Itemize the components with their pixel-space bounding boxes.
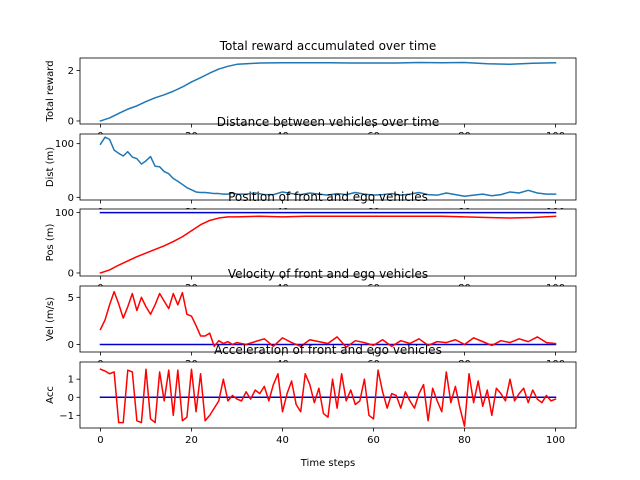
series-line-reward-0 bbox=[99, 61, 557, 122]
y-tick-label-reward-2: 2 bbox=[68, 66, 74, 77]
x-tick-label-acceleration-20: 20 bbox=[185, 435, 198, 446]
y-tick-label-distance-100: 100 bbox=[55, 139, 74, 150]
series-line-distance-0 bbox=[99, 136, 557, 197]
panel-velocity: 02040608010005Vel (m/s)Velocity of front… bbox=[45, 267, 577, 370]
axes-frame-position bbox=[79, 208, 577, 277]
series-line-velocity-1 bbox=[99, 290, 557, 349]
y-tick-label-distance-0: 0 bbox=[68, 193, 74, 204]
series-line-position-1 bbox=[99, 215, 557, 274]
x-tick-label-acceleration-100: 100 bbox=[546, 435, 565, 446]
y-axis-label-velocity: Vel (m/s) bbox=[45, 297, 56, 341]
axes-frame-velocity bbox=[79, 285, 577, 353]
y-axis-label-position: Pos (m) bbox=[45, 224, 56, 262]
x-tick-label-acceleration-60: 60 bbox=[367, 435, 380, 446]
panel-distance: 0204060801000100Dist (m)Distance between… bbox=[45, 115, 577, 218]
x-tick-label-acceleration-80: 80 bbox=[458, 435, 471, 446]
y-axis-label-reward: Total reward bbox=[45, 60, 56, 122]
chart-title-acceleration: Acceleration of front and ego vehicles bbox=[214, 343, 442, 357]
y-tick-label-acceleration-1: 1 bbox=[68, 375, 74, 386]
series-line-acceleration-1 bbox=[99, 368, 557, 427]
x-axis-label-acceleration: Time steps bbox=[300, 458, 356, 469]
chart-title-position: Position of front and ego vehicles bbox=[228, 190, 428, 204]
y-axis-label-acceleration: Acc bbox=[45, 386, 56, 404]
axes-frame-distance bbox=[79, 133, 577, 201]
y-tick-label-velocity-0: 0 bbox=[68, 340, 74, 351]
x-tick-label-acceleration-0: 0 bbox=[97, 435, 103, 446]
chart-title-velocity: Velocity of front and ego vehicles bbox=[228, 267, 428, 281]
y-tick-label-acceleration--1: −1 bbox=[59, 411, 74, 422]
y-tick-label-position-100: 100 bbox=[55, 208, 74, 219]
panel-acceleration: 0 20 40 60 80 100 −1 0 1 Acc Time steps Acceleratio… bbox=[45, 343, 577, 469]
chart-title-distance: Distance between vehicles over time bbox=[217, 115, 439, 129]
axes-frame-reward bbox=[79, 57, 577, 125]
y-axis-label-distance: Dist (m) bbox=[45, 147, 56, 187]
x-tick-label-acceleration-40: 40 bbox=[276, 435, 289, 446]
y-tick-label-reward-0: 0 bbox=[68, 116, 74, 127]
y-tick-label-velocity-5: 5 bbox=[68, 293, 74, 304]
chart-title-reward: Total reward accumulated over time bbox=[219, 39, 437, 53]
y-tick-label-acceleration-0: 0 bbox=[68, 393, 74, 404]
y-tick-label-position-0: 0 bbox=[68, 268, 74, 279]
